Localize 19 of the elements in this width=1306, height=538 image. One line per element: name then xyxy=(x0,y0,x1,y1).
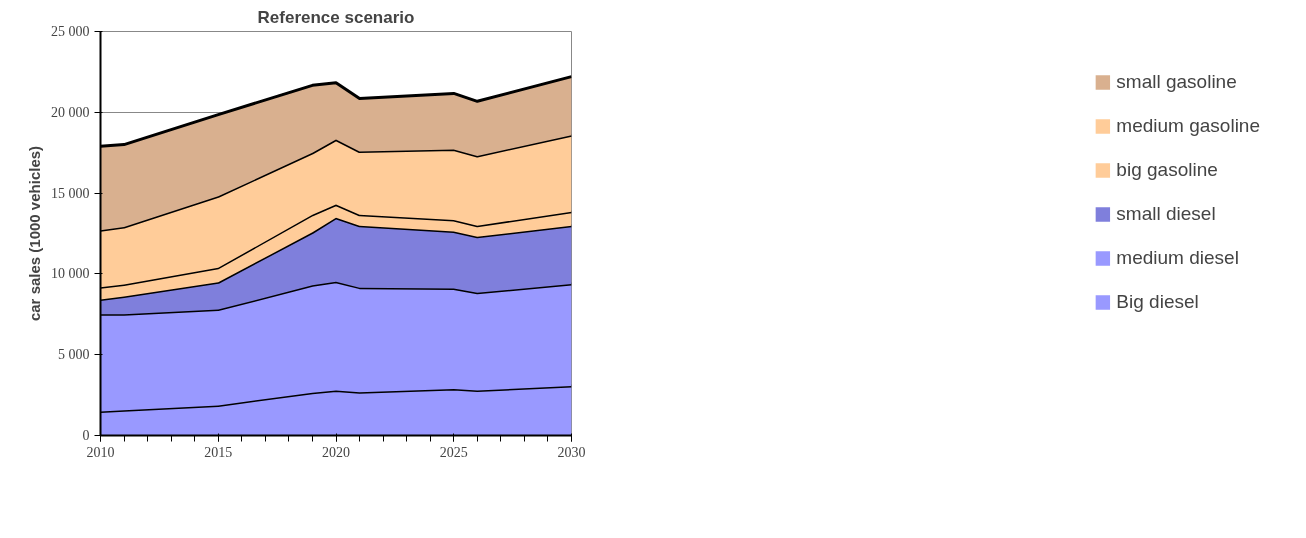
x-tick-label: 2020 xyxy=(322,444,350,460)
chart-title: Reference scenario xyxy=(257,7,415,27)
x-tick-label: 2025 xyxy=(439,444,468,460)
legend-label: big gasoline xyxy=(1116,159,1218,181)
y-tick-label: 25 000 xyxy=(51,24,90,39)
y-tick-label: 20 000 xyxy=(51,104,90,120)
y-axis-title: car sales (1000 vehicles) xyxy=(26,145,43,322)
legend-label: Big diesel xyxy=(1116,291,1199,313)
legend-label: small gasoline xyxy=(1116,71,1237,93)
x-tick-label: 2010 xyxy=(86,444,115,460)
legend-label: small diesel xyxy=(1116,203,1216,225)
x-tick-label: 2030 xyxy=(557,444,586,460)
x-tick-label: 2015 xyxy=(204,444,233,460)
legend-label: medium gasoline xyxy=(1116,115,1260,137)
y-tick-label: 10 000 xyxy=(51,266,90,282)
y-tick-label: 0 xyxy=(82,428,90,443)
y-tick-label: 5 000 xyxy=(58,347,90,363)
y-tick-label: 15 000 xyxy=(51,185,90,201)
legend-label: medium diesel xyxy=(1116,247,1239,269)
